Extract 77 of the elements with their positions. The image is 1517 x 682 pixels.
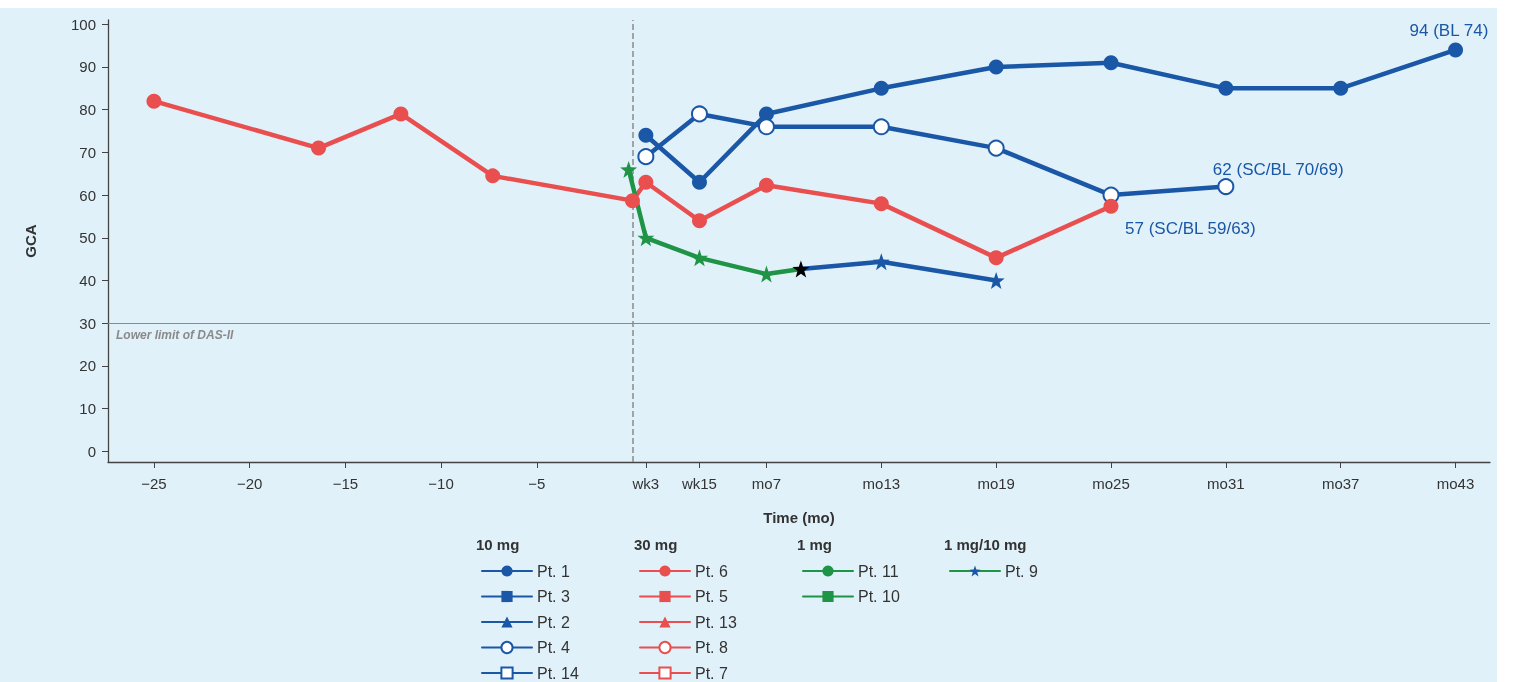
point bbox=[690, 105, 708, 123]
y-tick-label: 0 bbox=[87, 442, 96, 460]
point bbox=[620, 160, 638, 178]
y-tick-label: 40 bbox=[79, 272, 96, 289]
point bbox=[690, 249, 708, 267]
x-tick-label: mo25 bbox=[1092, 475, 1130, 492]
legend-label: Pt. 1 bbox=[537, 562, 571, 580]
x-tick-label: mo31 bbox=[1207, 475, 1245, 492]
legend-label: Pt. 9 bbox=[1005, 562, 1039, 580]
y-tick-label: 50 bbox=[79, 229, 96, 247]
legend-label: Pt. 13 bbox=[695, 613, 737, 631]
text: 1 mg bbox=[797, 536, 833, 553]
point bbox=[758, 177, 774, 193]
y-tick-label: 20 bbox=[79, 357, 96, 375]
legend-label: Pt. 2 bbox=[537, 613, 571, 631]
x-tick-label: −15 bbox=[332, 475, 359, 492]
x-tick-label: mo7 bbox=[751, 475, 782, 492]
x-tick-label: mo13 bbox=[862, 475, 901, 492]
point bbox=[873, 196, 889, 212]
legend-label: Pt. 14 bbox=[537, 664, 579, 682]
legend-label: Pt. 11 bbox=[858, 562, 899, 580]
ref-line-label: Lower limit of DAS-II bbox=[116, 328, 234, 343]
point bbox=[485, 168, 501, 184]
x-tick-label: wk3 bbox=[631, 475, 660, 492]
point bbox=[638, 127, 654, 143]
y-tick-label: 90 bbox=[79, 58, 96, 76]
legend-label: Pt. 8 bbox=[695, 639, 729, 656]
x-tick-label: mo37 bbox=[1321, 475, 1360, 492]
y-tick-label: 100 bbox=[70, 15, 96, 33]
point bbox=[638, 174, 654, 190]
point bbox=[872, 118, 890, 136]
x-tick-label: −5 bbox=[528, 475, 546, 492]
legend-label: Pt. 3 bbox=[537, 588, 571, 605]
point bbox=[792, 260, 810, 278]
y-tick-label: 30 bbox=[79, 314, 96, 332]
legend-label: Pt. 7 bbox=[695, 664, 729, 682]
x-tick-label: −20 bbox=[236, 475, 263, 492]
point bbox=[1103, 55, 1119, 71]
legend-label: Pt. 6 bbox=[695, 562, 729, 580]
point bbox=[1217, 178, 1235, 196]
x-tick-label: −10 bbox=[428, 475, 454, 492]
legend-label: Pt. 5 bbox=[695, 588, 729, 605]
point bbox=[691, 213, 707, 229]
y-tick-label: 70 bbox=[79, 143, 96, 161]
x-tick-label: mo19 bbox=[977, 475, 1015, 492]
point bbox=[311, 140, 327, 156]
y-tick-label: 10 bbox=[79, 400, 96, 418]
point bbox=[637, 148, 655, 166]
y-axis-title: GCA bbox=[22, 224, 39, 258]
point bbox=[987, 139, 1005, 157]
legend-label: Pt. 10 bbox=[858, 588, 900, 605]
point bbox=[393, 106, 409, 122]
text: 10 mg bbox=[476, 536, 520, 553]
x-tick-label: wk15 bbox=[680, 475, 717, 492]
point bbox=[1448, 42, 1464, 58]
annotation: 57 (SC/BL 59/63) bbox=[1125, 218, 1256, 238]
annotation: 94 (BL 74) bbox=[1409, 20, 1489, 40]
point bbox=[988, 59, 1004, 75]
y-tick-label: 60 bbox=[79, 186, 96, 204]
x-axis-title: Time (mo) bbox=[763, 509, 835, 526]
point bbox=[873, 80, 889, 96]
text: 30 mg bbox=[634, 536, 678, 553]
legend-label: Pt. 4 bbox=[537, 639, 571, 656]
x-tick-label: mo43 bbox=[1436, 475, 1475, 492]
point bbox=[757, 118, 775, 136]
text: 1 mg/10 mg bbox=[944, 536, 1027, 553]
point bbox=[1218, 80, 1234, 96]
point bbox=[146, 93, 162, 109]
point bbox=[637, 229, 655, 247]
annotation: 62 (SC/BL 70/69) bbox=[1212, 159, 1344, 179]
point bbox=[1333, 80, 1349, 96]
point bbox=[691, 174, 707, 190]
point bbox=[1103, 198, 1119, 214]
point bbox=[988, 250, 1004, 266]
x-tick-label: −25 bbox=[141, 475, 167, 492]
point bbox=[624, 193, 640, 209]
y-tick-label: 80 bbox=[79, 101, 96, 119]
